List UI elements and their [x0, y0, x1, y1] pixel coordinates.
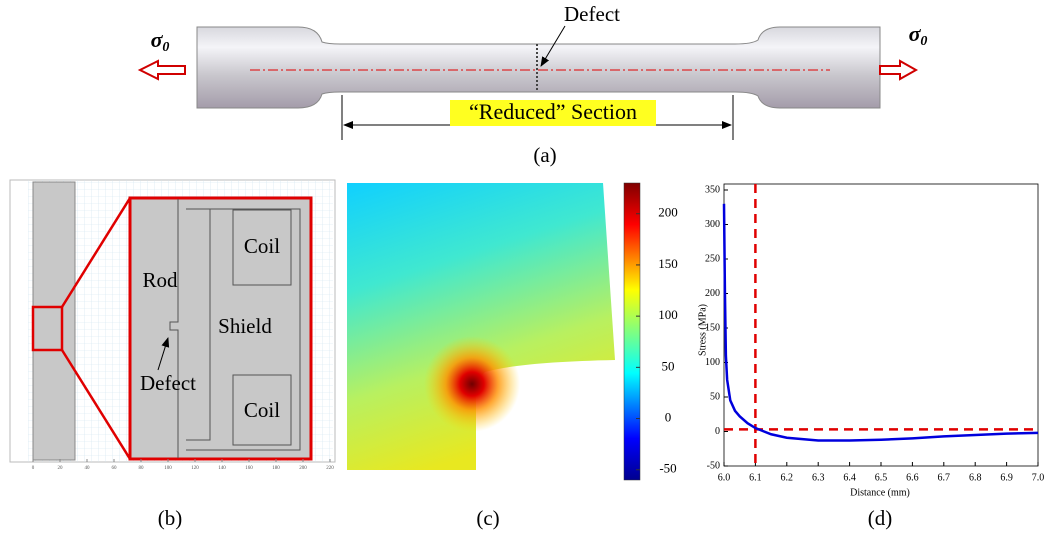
colorbar-axis: 200 150 100 50 0 -50 — [636, 205, 678, 476]
tick-label: 160 — [245, 466, 253, 471]
caption: (c) — [476, 506, 499, 530]
region-label: Coil — [244, 398, 280, 422]
x-tick-label: 6.4 — [843, 472, 856, 483]
section-label: “Reduced” Section — [469, 99, 637, 124]
x-tick-label: 7.0 — [1032, 472, 1045, 483]
region-label: Coil — [244, 234, 280, 258]
chart: 6.0 6.1 6.2 6.3 6.4 6.5 6.6 6.7 6.8 6.9 7.0 -50 0 50 1… — [705, 183, 1045, 483]
tick-label: 200 — [658, 205, 678, 220]
tick-label: 120 — [191, 466, 199, 471]
x-tick-label: 6.7 — [938, 472, 951, 483]
plot-area — [723, 183, 1039, 467]
tick-label: 60 — [112, 466, 118, 471]
x-tick-label: 6.9 — [1000, 472, 1013, 483]
tick-label: 0 — [32, 466, 35, 471]
b-axis: 0 20 40 60 80 100 120 140 160 180 200 220 — [32, 459, 334, 471]
y-tick-label: -50 — [707, 460, 720, 471]
region-label: Defect — [140, 371, 196, 395]
tick-label: 220 — [326, 466, 334, 471]
tick-label: 100 — [164, 466, 172, 471]
tick-label: 80 — [139, 466, 145, 471]
caption: (a) — [533, 143, 556, 167]
region-label: Shield — [218, 314, 272, 338]
caption: (b) — [158, 506, 183, 530]
x-tick-label: 6.8 — [969, 472, 982, 483]
tick-label: 150 — [658, 256, 678, 271]
y-tick-label: 150 — [705, 322, 720, 333]
caption: (d) — [868, 506, 893, 530]
tick-label: 180 — [272, 466, 280, 471]
x-tick-label: 6.2 — [781, 472, 794, 483]
y-tick-label: 350 — [705, 184, 720, 195]
load-label: σ0 — [151, 27, 170, 55]
tick-label: 140 — [218, 466, 226, 471]
tick-label: 200 — [299, 466, 307, 471]
tick-label: -50 — [659, 461, 676, 476]
tick-label: 20 — [58, 466, 64, 471]
load-label: σ0 — [909, 21, 928, 49]
x-tick-label: 6.1 — [749, 472, 762, 483]
y-tick-label: 50 — [710, 391, 720, 402]
defect-label: Defect — [564, 2, 620, 26]
y-tick-label: 100 — [705, 357, 720, 368]
tick-label: 100 — [658, 307, 678, 322]
x-tick-label: 6.6 — [906, 472, 919, 483]
y-tick-label: 200 — [705, 288, 720, 299]
model-geometry — [9, 179, 336, 463]
x-tick-label: 6.5 — [875, 472, 888, 483]
y-tick-label: 300 — [705, 219, 720, 230]
stress-field — [347, 182, 641, 481]
x-tick-label: 6.3 — [812, 472, 825, 483]
y-axis-title: Stress (MPa) — [697, 304, 708, 356]
tick-label: 50 — [662, 358, 675, 373]
x-tick-label: 6.0 — [718, 472, 731, 483]
tick-label: 40 — [85, 466, 91, 471]
specimen — [137, 25, 919, 140]
region-label: Rod — [142, 268, 178, 292]
y-tick-label: 250 — [705, 253, 720, 264]
y-tick-label: 0 — [715, 426, 720, 437]
x-axis-title: Distance (mm) — [850, 487, 910, 498]
tick-label: 0 — [665, 410, 672, 425]
data-line — [722, 203, 1039, 442]
